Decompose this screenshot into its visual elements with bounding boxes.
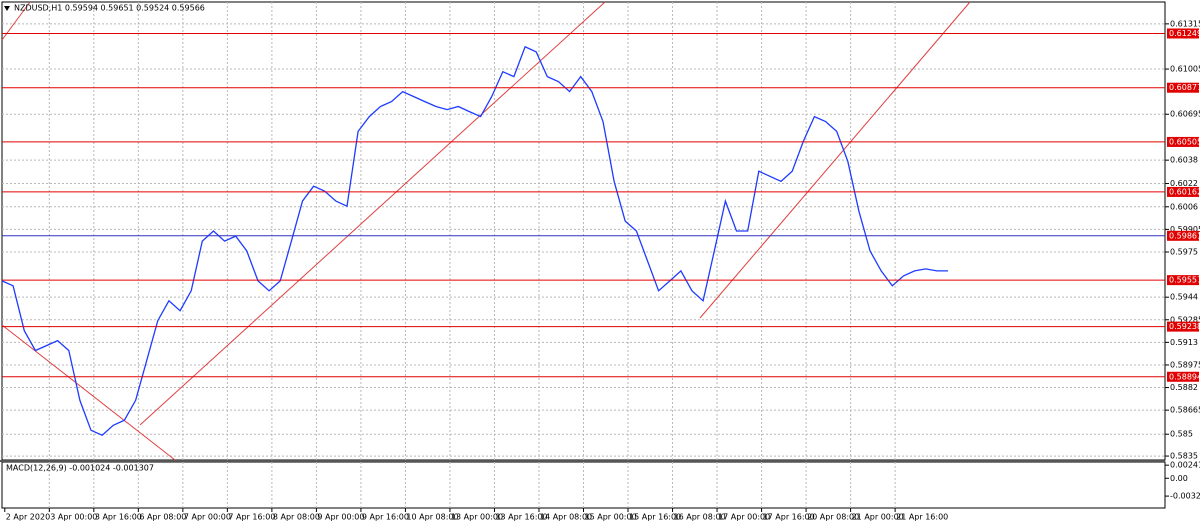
y-tick-label: 0.58975 <box>1170 360 1200 369</box>
level-label: 0.58894 <box>1169 372 1200 381</box>
y-tick-label: 0.5944 <box>1170 293 1198 302</box>
level-label-bg <box>1167 230 1199 241</box>
y-tick-label: 0.6038 <box>1170 156 1198 165</box>
x-tick-label: 8 Apr 08:00 <box>273 513 320 522</box>
x-tick-label: 3 Apr 16:00 <box>95 513 142 522</box>
y-tick-label: -0.003281 <box>1170 492 1200 501</box>
x-tick-label: 7 Apr 00:00 <box>184 513 231 522</box>
x-tick-label: 9 Apr 16:00 <box>362 513 409 522</box>
level-label: 0.59861 <box>1169 231 1200 240</box>
y-tick-label: 0.61315 <box>1170 19 1200 28</box>
trend-line <box>699 1 971 319</box>
y-tick-label: 0.58665 <box>1170 406 1200 415</box>
x-tick-label: 13 Apr 00:00 <box>451 513 503 522</box>
x-tick-label: 6 Apr 08:00 <box>139 513 186 522</box>
x-tick-label: 21 Apr 16:00 <box>896 513 948 522</box>
y-tick-label: 0.59905 <box>1170 225 1200 234</box>
x-tick-label: 14 Apr 08:00 <box>540 513 592 522</box>
macd-title: MACD(12,26,9) -0.001024 -0.001307 <box>6 464 154 473</box>
x-tick-label: 21 Apr 00:00 <box>852 513 904 522</box>
y-tick-label: 0.5975 <box>1170 247 1198 256</box>
level-label: 0.59557 <box>1169 276 1200 285</box>
level-label-bg <box>1167 28 1199 39</box>
x-tick-label: 17 Apr 16:00 <box>763 513 815 522</box>
level-label: 0.60877 <box>1169 83 1200 92</box>
x-tick-label: 3 Apr 00:00 <box>50 513 97 522</box>
trend-line <box>139 1 606 426</box>
level-label-bg <box>1167 371 1199 382</box>
y-tick-label: 0.61005 <box>1170 65 1200 74</box>
level-label: 0.60505 <box>1169 137 1200 146</box>
x-tick-label: 13 Apr 16:00 <box>495 513 547 522</box>
x-tick-label: 20 Apr 08:00 <box>807 513 859 522</box>
x-tick-label: 9 Apr 00:00 <box>317 513 364 522</box>
level-label-bg <box>1167 82 1199 93</box>
x-tick-label: 10 Apr 08:00 <box>406 513 458 522</box>
level-label: 0.61249 <box>1169 29 1200 38</box>
y-tick-label: 0.585 <box>1170 430 1193 439</box>
level-label: 0.59238 <box>1169 322 1200 331</box>
y-tick-label: 0.59285 <box>1170 315 1200 324</box>
x-tick-label: 7 Apr 16:00 <box>228 513 275 522</box>
level-label-bg <box>1167 136 1199 147</box>
x-tick-label: 16 Apr 08:00 <box>674 513 726 522</box>
y-tick-label: 0.002411 <box>1170 461 1200 470</box>
y-tick-label: 0.6022 <box>1170 179 1198 188</box>
level-label-bg <box>1167 275 1199 286</box>
x-tick-label: 15 Apr 16:00 <box>629 513 681 522</box>
collapse-icon[interactable] <box>4 6 10 11</box>
chart-title: NZDUSD,H1 0.59594 0.59651 0.59524 0.5956… <box>14 4 205 13</box>
x-tick-label: 17 Apr 00:00 <box>718 513 770 522</box>
x-tick-label: 2 Apr 2020 <box>6 513 50 522</box>
y-tick-label: 0.5882 <box>1170 383 1198 392</box>
y-tick-label: 0.6006 <box>1170 202 1198 211</box>
trend-line <box>1 324 176 461</box>
y-tick-label: 0.5913 <box>1170 338 1198 347</box>
y-tick-label: 0.5835 <box>1170 452 1198 461</box>
y-tick-label: 0.00 <box>1170 474 1188 483</box>
price-line <box>1 45 948 436</box>
x-tick-label: 15 Apr 00:00 <box>585 513 637 522</box>
y-tick-label: 0.60695 <box>1170 110 1200 119</box>
level-label: 0.60162 <box>1169 187 1200 196</box>
level-label-bg <box>1167 186 1199 197</box>
level-label-bg <box>1167 321 1199 332</box>
trend-lines <box>1 1 971 461</box>
